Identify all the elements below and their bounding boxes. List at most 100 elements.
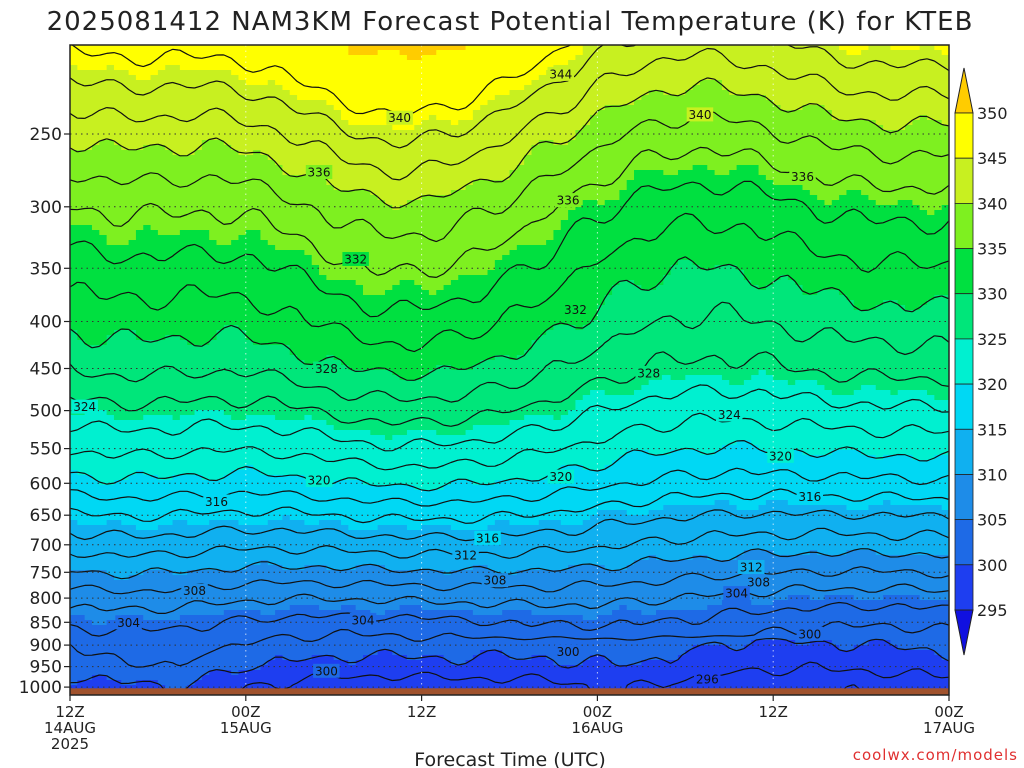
fill-cell bbox=[729, 140, 738, 146]
fill-cell bbox=[370, 230, 379, 236]
fill-cell bbox=[157, 105, 166, 111]
fill-cell bbox=[824, 100, 833, 106]
fill-cell bbox=[919, 75, 928, 81]
fill-cell bbox=[875, 45, 884, 51]
fill-cell bbox=[699, 135, 708, 141]
fill-cell bbox=[223, 95, 232, 101]
fill-cell bbox=[912, 150, 921, 156]
fill-cell bbox=[428, 155, 437, 161]
fill-cell bbox=[604, 85, 613, 91]
fill-cell bbox=[795, 95, 804, 101]
fill-cell bbox=[758, 165, 767, 171]
fill-cell bbox=[714, 160, 723, 166]
fill-cell bbox=[714, 45, 723, 51]
fill-cell bbox=[465, 120, 474, 126]
fill-cell bbox=[377, 165, 386, 171]
fill-cell bbox=[751, 85, 760, 91]
fill-cell bbox=[172, 235, 181, 241]
fill-cell bbox=[77, 195, 86, 201]
fill-cell bbox=[135, 170, 144, 176]
fill-cell bbox=[641, 180, 650, 186]
fill-cell bbox=[575, 215, 584, 221]
fill-cell bbox=[590, 130, 598, 136]
fill-cell bbox=[223, 125, 232, 131]
fill-cell bbox=[516, 155, 525, 161]
fill-cell bbox=[414, 65, 423, 71]
fill-cell bbox=[319, 45, 327, 51]
fill-cell bbox=[736, 125, 745, 131]
fill-cell bbox=[275, 150, 284, 156]
fill-cell bbox=[494, 115, 503, 121]
fill-cell bbox=[590, 170, 598, 176]
fill-cell bbox=[121, 230, 130, 236]
fill-cell bbox=[941, 155, 949, 161]
fill-cell bbox=[795, 150, 804, 156]
fill-cell bbox=[714, 110, 723, 116]
fill-cell bbox=[428, 170, 437, 176]
fill-cell bbox=[656, 245, 664, 251]
fill-cell bbox=[209, 75, 218, 81]
fill-cell bbox=[245, 165, 254, 171]
fill-cell bbox=[707, 100, 716, 106]
fill-cell bbox=[472, 85, 481, 91]
fill-cell bbox=[846, 185, 855, 191]
fill-cell bbox=[509, 70, 518, 76]
fill-cell bbox=[450, 205, 459, 211]
fill-cell bbox=[355, 200, 364, 206]
fill-cell bbox=[604, 140, 613, 146]
fill-cell bbox=[157, 180, 166, 186]
fill-cell bbox=[99, 205, 108, 211]
fill-cell bbox=[546, 155, 555, 161]
fill-cell bbox=[121, 150, 130, 156]
fill-cell bbox=[721, 175, 730, 181]
fill-cell bbox=[677, 85, 686, 91]
fill-cell bbox=[919, 175, 928, 181]
fill-cell bbox=[436, 245, 445, 251]
fill-cell bbox=[568, 140, 577, 146]
fill-cell bbox=[253, 220, 262, 226]
fill-cell bbox=[480, 65, 489, 71]
fill-cell bbox=[201, 65, 210, 71]
fill-cell bbox=[172, 205, 181, 211]
fill-cell bbox=[480, 185, 489, 191]
fill-cell bbox=[187, 195, 196, 201]
fill-cell bbox=[612, 195, 620, 201]
fill-cell bbox=[941, 125, 949, 131]
fill-cell bbox=[341, 85, 349, 91]
fill-cell bbox=[267, 105, 276, 111]
fill-cell bbox=[787, 120, 796, 126]
fill-cell bbox=[780, 60, 789, 66]
fill-cell bbox=[201, 150, 210, 156]
fill-cell bbox=[553, 155, 562, 161]
fill-cell bbox=[480, 250, 489, 256]
fill-cell bbox=[428, 240, 437, 246]
fill-cell bbox=[157, 75, 166, 81]
fill-cell bbox=[941, 60, 949, 66]
fill-cell bbox=[99, 110, 108, 116]
fill-cell bbox=[890, 140, 899, 146]
fill-cell bbox=[538, 155, 547, 161]
fill-cell bbox=[787, 100, 796, 106]
fill-cell bbox=[839, 45, 848, 51]
fill-cell bbox=[128, 155, 137, 161]
fill-cell bbox=[597, 140, 606, 146]
fill-cell bbox=[919, 60, 928, 66]
fill-cell bbox=[568, 130, 577, 136]
fill-cell bbox=[553, 220, 562, 226]
fill-cell bbox=[780, 220, 789, 226]
fill-cell bbox=[597, 180, 606, 186]
fill-cell bbox=[201, 140, 210, 146]
fill-cell bbox=[751, 65, 760, 71]
fill-cell bbox=[458, 75, 467, 81]
fill-cell bbox=[392, 150, 401, 156]
fill-cell bbox=[824, 180, 833, 186]
fill-cell bbox=[289, 220, 298, 226]
fill-cell bbox=[472, 220, 481, 226]
fill-cell bbox=[223, 120, 232, 126]
fill-cell bbox=[839, 150, 848, 156]
fill-cell bbox=[765, 190, 774, 196]
fill-cell bbox=[297, 225, 305, 231]
fill-cell bbox=[135, 150, 144, 156]
fill-cell bbox=[927, 95, 935, 101]
fill-cell bbox=[905, 150, 913, 156]
